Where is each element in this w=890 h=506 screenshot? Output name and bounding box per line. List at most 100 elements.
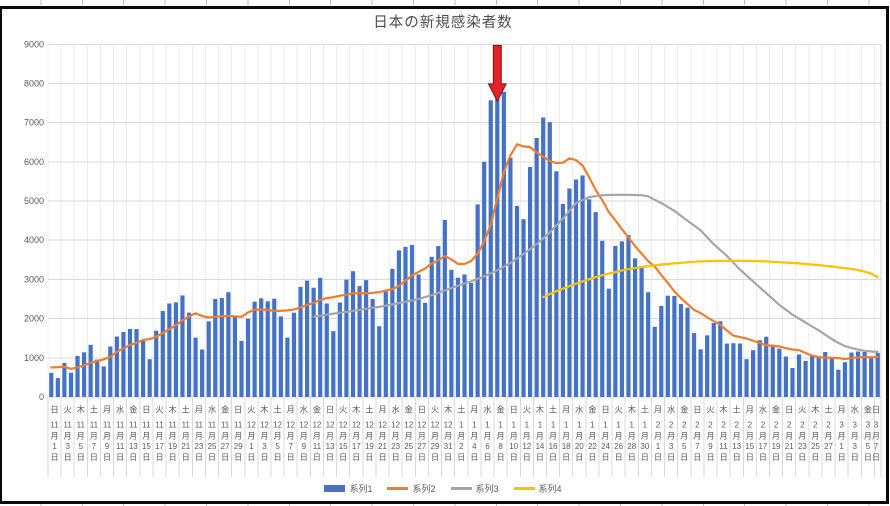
svg-text:日: 日 <box>156 453 164 462</box>
svg-text:日: 日 <box>654 453 662 462</box>
svg-text:19: 19 <box>365 442 374 451</box>
svg-text:金: 金 <box>496 405 505 415</box>
svg-text:19: 19 <box>168 442 177 451</box>
svg-text:2: 2 <box>682 421 687 430</box>
svg-text:月: 月 <box>536 431 544 440</box>
svg-text:月: 月 <box>129 431 137 440</box>
svg-text:月: 月 <box>837 405 845 415</box>
svg-text:月: 月 <box>759 431 767 440</box>
svg-text:日: 日 <box>339 453 347 462</box>
svg-text:水: 水 <box>300 405 309 415</box>
svg-text:日: 日 <box>497 453 505 462</box>
svg-text:2: 2 <box>656 421 661 430</box>
svg-text:日: 日 <box>51 453 59 462</box>
svg-text:日: 日 <box>785 453 793 462</box>
svg-text:11: 11 <box>129 421 138 430</box>
svg-text:金: 金 <box>129 405 138 415</box>
svg-text:11: 11 <box>116 442 125 451</box>
svg-text:日: 日 <box>313 453 321 462</box>
svg-text:0: 0 <box>39 392 44 402</box>
svg-text:日: 日 <box>457 453 465 462</box>
svg-text:日: 日 <box>77 453 85 462</box>
svg-text:日: 日 <box>798 453 806 462</box>
svg-text:1: 1 <box>630 421 635 430</box>
svg-text:月: 月 <box>838 431 846 440</box>
svg-text:月: 月 <box>247 431 255 440</box>
svg-text:22: 22 <box>588 442 597 451</box>
svg-text:日: 日 <box>260 453 268 462</box>
svg-text:日: 日 <box>588 453 596 462</box>
svg-text:2: 2 <box>826 421 831 430</box>
svg-text:3: 3 <box>853 442 858 451</box>
svg-text:11: 11 <box>103 421 112 430</box>
svg-text:月: 月 <box>418 431 426 440</box>
svg-text:1: 1 <box>551 421 556 430</box>
svg-text:27: 27 <box>221 442 230 451</box>
svg-text:日: 日 <box>365 453 373 462</box>
svg-text:2: 2 <box>813 421 818 430</box>
svg-text:2: 2 <box>459 442 464 451</box>
x-axis-labels: 日11月1日火11月3日木11月5日土11月7日月11月9日水11月11日金11… <box>50 405 880 462</box>
svg-text:水: 水 <box>208 405 217 415</box>
svg-text:12: 12 <box>431 421 440 430</box>
svg-text:日: 日 <box>234 405 242 415</box>
line-series4 <box>542 259 879 299</box>
svg-text:月: 月 <box>851 431 859 440</box>
svg-text:金: 金 <box>221 405 230 415</box>
svg-text:17: 17 <box>352 442 361 451</box>
svg-text:28: 28 <box>627 442 636 451</box>
svg-text:2: 2 <box>669 421 674 430</box>
svg-text:17: 17 <box>758 442 767 451</box>
svg-text:11: 11 <box>313 442 322 451</box>
svg-text:日: 日 <box>418 453 426 462</box>
svg-text:1: 1 <box>525 421 530 430</box>
svg-text:3: 3 <box>853 421 858 430</box>
svg-text:14: 14 <box>535 442 544 451</box>
svg-text:日: 日 <box>825 453 833 462</box>
svg-text:11: 11 <box>208 421 217 430</box>
svg-text:9: 9 <box>302 442 307 451</box>
svg-text:3: 3 <box>65 442 70 451</box>
svg-text:木: 木 <box>719 405 728 415</box>
svg-text:月: 月 <box>811 431 819 440</box>
svg-text:月: 月 <box>575 431 583 440</box>
svg-text:日: 日 <box>103 453 111 462</box>
svg-text:月: 月 <box>234 431 242 440</box>
svg-text:17: 17 <box>155 442 164 451</box>
svg-text:月: 月 <box>195 431 203 440</box>
svg-text:12: 12 <box>444 421 453 430</box>
svg-text:5: 5 <box>79 442 84 451</box>
svg-text:土: 土 <box>824 405 832 415</box>
svg-text:日: 日 <box>772 453 780 462</box>
svg-text:日: 日 <box>142 405 150 415</box>
svg-text:1: 1 <box>459 421 464 430</box>
svg-text:月: 月 <box>313 431 321 440</box>
svg-text:2000: 2000 <box>24 314 44 324</box>
svg-text:16: 16 <box>549 442 558 451</box>
svg-text:11: 11 <box>195 421 204 430</box>
svg-text:月: 月 <box>103 405 111 415</box>
svg-text:5000: 5000 <box>24 196 44 206</box>
spreadsheet-gridline-ticks-bottom <box>0 504 890 506</box>
svg-text:月: 月 <box>825 431 833 440</box>
svg-text:月: 月 <box>221 431 229 440</box>
svg-text:日: 日 <box>195 453 203 462</box>
svg-text:月: 月 <box>628 431 636 440</box>
svg-text:2: 2 <box>695 421 700 430</box>
svg-text:月: 月 <box>864 431 872 440</box>
svg-text:月: 月 <box>457 431 465 440</box>
svg-text:月: 月 <box>405 431 413 440</box>
svg-text:24: 24 <box>601 442 610 451</box>
svg-text:日: 日 <box>602 453 610 462</box>
svg-text:月: 月 <box>274 431 282 440</box>
svg-text:11: 11 <box>90 421 99 430</box>
svg-text:土: 土 <box>641 405 649 415</box>
svg-text:12: 12 <box>404 421 413 430</box>
svg-text:12: 12 <box>312 421 321 430</box>
svg-text:31: 31 <box>444 442 453 451</box>
svg-text:1: 1 <box>472 421 477 430</box>
bars-series1 <box>49 88 880 398</box>
svg-text:23: 23 <box>194 442 203 451</box>
svg-text:木: 木 <box>168 405 177 415</box>
svg-text:木: 木 <box>536 405 545 415</box>
